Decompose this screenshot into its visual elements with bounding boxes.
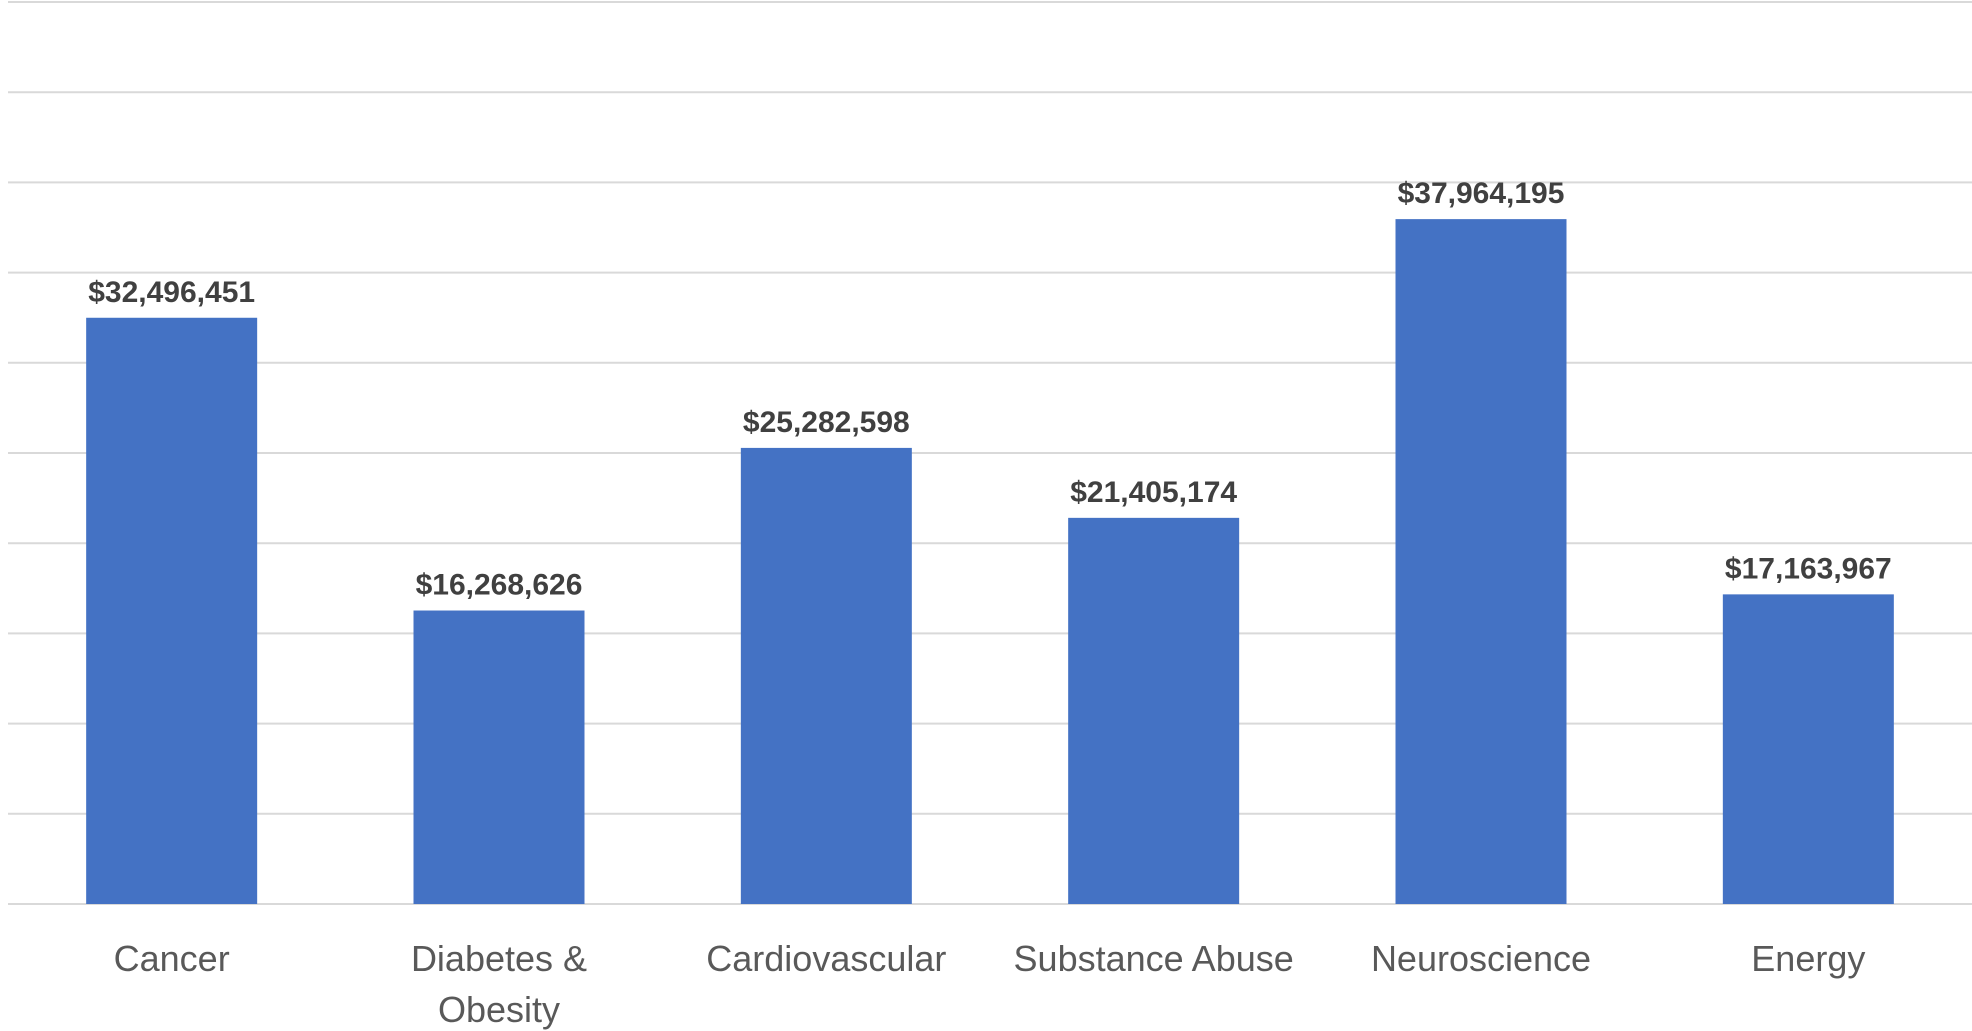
bars (86, 219, 1894, 904)
category-tick-labels: Cancer Diabetes & Obesity Cardiovascular Sub… (114, 938, 1866, 1030)
bar-value-label: $16,268,626 (416, 569, 583, 602)
category-tick-label: Neuroscience (1371, 938, 1591, 979)
bar (86, 317, 258, 904)
data-labels: $32,496,451 $16,268,626 $25,282,598 $21,405… (88, 177, 1892, 601)
category-tick-label: Cardiovascular (706, 938, 946, 979)
bar-value-label: $32,496,451 (88, 276, 255, 309)
bar-value-label: $21,405,174 (1070, 476, 1237, 509)
bar (740, 447, 912, 904)
gridlines (8, 1, 1972, 905)
bar-value-label: $17,163,967 (1725, 552, 1892, 585)
bar-value-label: $25,282,598 (743, 406, 910, 439)
bar (413, 610, 585, 904)
bar-value-label: $37,964,195 (1398, 177, 1565, 210)
category-tick-label: Diabetes & (411, 938, 587, 979)
category-tick-label: Substance Abuse (1014, 938, 1294, 979)
bar (1395, 219, 1567, 904)
category-tick-label: Energy (1751, 938, 1865, 979)
bar (1068, 517, 1240, 904)
category-tick-label: Cancer (114, 938, 230, 979)
bar (1722, 594, 1894, 904)
category-tick-label: Obesity (438, 989, 560, 1030)
